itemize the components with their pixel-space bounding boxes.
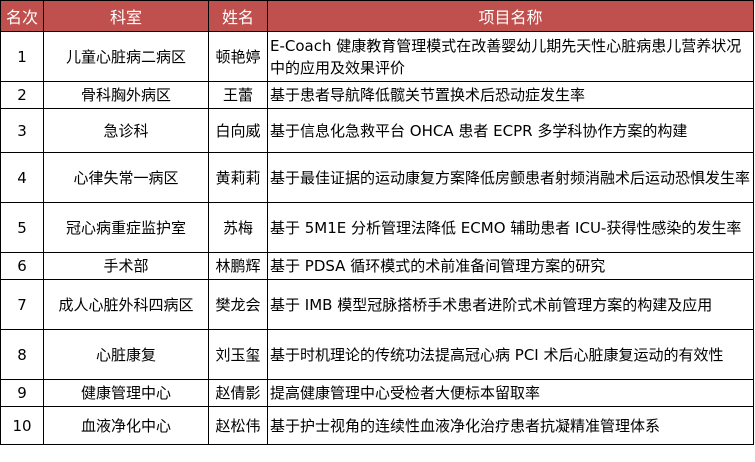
- project-cell: 基于时机理论的传统功法提高冠心病 PCI 术后心脏康复运动的有效性: [267, 329, 754, 380]
- name-cell: 樊龙会: [208, 279, 268, 330]
- rank-cell: 4: [0, 152, 44, 203]
- table-row: 6 手术部 林鹏辉 基于 PDSA 循环模式的术前准备间管理方案的研究: [0, 252, 754, 280]
- project-cell: 基于护士视角的连续性血液净化治疗患者抗凝精准管理体系: [267, 406, 754, 445]
- dept-cell: 骨科胸外病区: [43, 81, 209, 109]
- table-row: 4 心律失常一病区 黄莉莉 基于最佳证据的运动康复方案降低房颤患者射频消融术后运…: [0, 152, 754, 203]
- dept-cell: 急诊科: [43, 108, 209, 153]
- name-cell: 白向威: [208, 108, 268, 153]
- project-cell: 基于信息化急救平台 OHCA 患者 ECPR 多学科协作方案的构建: [267, 108, 754, 153]
- name-cell: 刘玉玺: [208, 329, 268, 380]
- name-cell: 赵倩影: [208, 379, 268, 407]
- project-cell: 提高健康管理中心受检者大便标本留取率: [267, 379, 754, 407]
- rank-cell: 1: [0, 31, 44, 82]
- project-cell: 基于最佳证据的运动康复方案降低房颤患者射频消融术后运动恐惧发生率: [267, 152, 754, 203]
- dept-cell: 手术部: [43, 252, 209, 280]
- header-name: 姓名: [208, 0, 268, 32]
- dept-cell: 心脏康复: [43, 329, 209, 380]
- name-cell: 黄莉莉: [208, 152, 268, 203]
- dept-cell: 成人心脏外科四病区: [43, 279, 209, 330]
- table-row: 9 健康管理中心 赵倩影 提高健康管理中心受检者大便标本留取率: [0, 379, 754, 407]
- name-cell: 苏梅: [208, 202, 268, 253]
- header-row: 名次 科室 姓名 项目名称: [0, 0, 754, 32]
- rank-cell: 6: [0, 252, 44, 280]
- project-cell: E-Coach 健康教育管理模式在改善婴幼儿期先天性心脏病患儿营养状况中的应用及…: [267, 31, 754, 82]
- rank-cell: 3: [0, 108, 44, 153]
- table-row: 3 急诊科 白向威 基于信息化急救平台 OHCA 患者 ECPR 多学科协作方案…: [0, 108, 754, 153]
- dept-cell: 血液净化中心: [43, 406, 209, 445]
- table-row: 8 心脏康复 刘玉玺 基于时机理论的传统功法提高冠心病 PCI 术后心脏康复运动…: [0, 329, 754, 380]
- project-cell: 基于患者导航降低髋关节置换术后恐动症发生率: [267, 81, 754, 109]
- rank-cell: 7: [0, 279, 44, 330]
- project-cell: 基于 5M1E 分析管理法降低 ECMO 辅助患者 ICU-获得性感染的发生率: [267, 202, 754, 253]
- ranking-table: 名次 科室 姓名 项目名称 1 儿童心脏病二病区 顿艳婷 E-Coach 健康教…: [0, 0, 754, 445]
- name-cell: 林鹏辉: [208, 252, 268, 280]
- dept-cell: 心律失常一病区: [43, 152, 209, 203]
- rank-cell: 9: [0, 379, 44, 407]
- table-row: 2 骨科胸外病区 王蕾 基于患者导航降低髋关节置换术后恐动症发生率: [0, 81, 754, 109]
- header-project: 项目名称: [267, 0, 754, 32]
- project-cell: 基于 IMB 模型冠脉搭桥手术患者进阶式术前管理方案的构建及应用: [267, 279, 754, 330]
- dept-cell: 健康管理中心: [43, 379, 209, 407]
- rank-cell: 8: [0, 329, 44, 380]
- rank-cell: 5: [0, 202, 44, 253]
- header-dept: 科室: [43, 0, 209, 32]
- dept-cell: 儿童心脏病二病区: [43, 31, 209, 82]
- table-row: 7 成人心脏外科四病区 樊龙会 基于 IMB 模型冠脉搭桥手术患者进阶式术前管理…: [0, 279, 754, 330]
- name-cell: 王蕾: [208, 81, 268, 109]
- name-cell: 顿艳婷: [208, 31, 268, 82]
- table-row: 5 冠心病重症监护室 苏梅 基于 5M1E 分析管理法降低 ECMO 辅助患者 …: [0, 202, 754, 253]
- table-row: 1 儿童心脏病二病区 顿艳婷 E-Coach 健康教育管理模式在改善婴幼儿期先天…: [0, 31, 754, 82]
- name-cell: 赵松伟: [208, 406, 268, 445]
- dept-cell: 冠心病重症监护室: [43, 202, 209, 253]
- rank-cell: 2: [0, 81, 44, 109]
- rank-cell: 10: [0, 406, 44, 445]
- project-cell: 基于 PDSA 循环模式的术前准备间管理方案的研究: [267, 252, 754, 280]
- header-rank: 名次: [0, 0, 44, 32]
- table-row: 10 血液净化中心 赵松伟 基于护士视角的连续性血液净化治疗患者抗凝精准管理体系: [0, 406, 754, 445]
